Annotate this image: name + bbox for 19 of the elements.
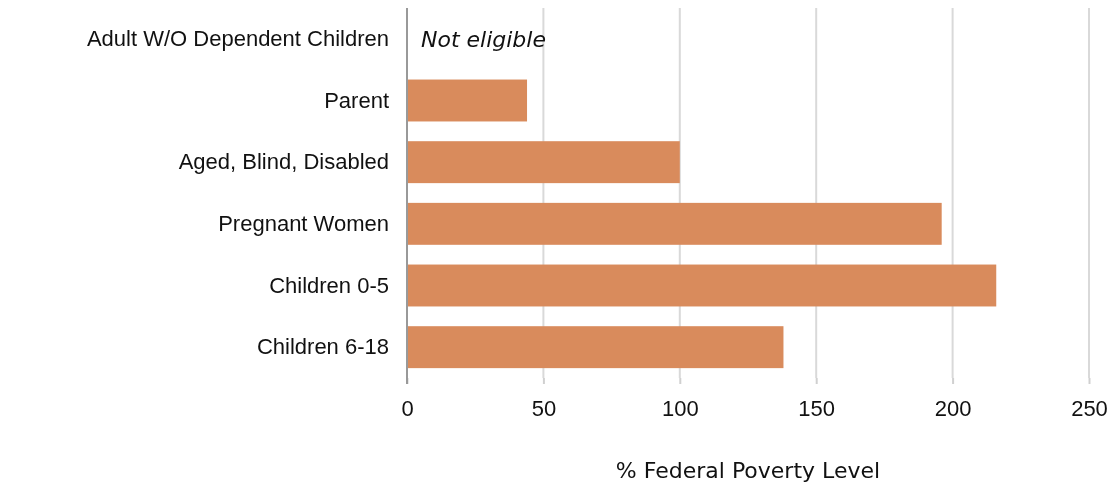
bar — [407, 202, 942, 245]
x-axis-title: % Federal Poverty Level — [615, 458, 881, 483]
bar — [407, 79, 528, 122]
bar — [407, 141, 680, 184]
y-tick-label: Parent — [324, 87, 389, 113]
x-tick-label: 150 — [798, 395, 836, 421]
y-tick-label: Adult W/O Dependent Children — [86, 25, 389, 51]
x-tick-label: 0 — [401, 395, 414, 421]
x-tick-label: 100 — [661, 395, 699, 421]
bar — [407, 326, 784, 369]
x-tick-label: 250 — [1071, 395, 1108, 421]
x-tick-label: 50 — [531, 395, 557, 421]
y-tick-label: Children 0-5 — [269, 272, 389, 298]
y-tick-label: Pregnant Women — [218, 210, 389, 236]
bar — [407, 264, 997, 307]
annotation: Not eligible — [421, 26, 546, 52]
x-tick-label: 200 — [934, 395, 972, 421]
y-tick-label: Aged, Blind, Disabled — [178, 149, 389, 175]
y-tick-label: Children 6-18 — [256, 334, 389, 360]
